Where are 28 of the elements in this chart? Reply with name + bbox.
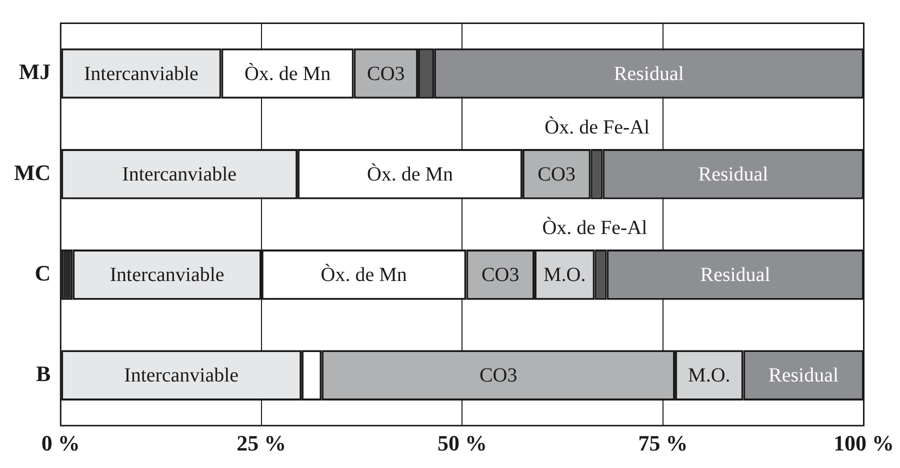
y-tick-label: B <box>36 360 51 386</box>
text: Residual <box>614 62 684 85</box>
series-label: Intercanviable <box>124 364 239 387</box>
text: CO3 <box>538 163 576 186</box>
y-tick-label: C <box>34 260 51 286</box>
text: Residual <box>700 264 770 286</box>
series-label: Residual <box>768 364 839 387</box>
text: Òx. de Mn <box>366 163 454 186</box>
annotation: Òx. de Fe-Al <box>544 115 650 138</box>
series-label: Òx. de Mn <box>244 62 331 85</box>
x-tick-label: 50 % <box>437 430 487 456</box>
x-tick-label: 100 % <box>834 430 894 456</box>
x-tick-label: 25 % <box>236 430 286 456</box>
text: CO3 <box>481 264 520 286</box>
x-tick-label: 0 % <box>41 430 80 456</box>
annotation: Òx. de Fe-Al <box>542 216 648 239</box>
series-label: M.O. <box>543 264 586 286</box>
x-tick-label: 75 % <box>638 430 688 456</box>
series-label: CO3 <box>367 62 405 85</box>
text: CO3 <box>479 364 518 387</box>
text: Intercanviable <box>110 264 224 286</box>
y-tick-label: MC <box>14 160 51 185</box>
text: Intercanviable <box>122 163 237 186</box>
y-tick-label: MJ <box>18 59 51 84</box>
text: Òx. de Mn <box>320 264 407 286</box>
text: M.O. <box>688 364 730 387</box>
text: Intercanviable <box>84 62 198 85</box>
text: Residual <box>698 163 768 186</box>
